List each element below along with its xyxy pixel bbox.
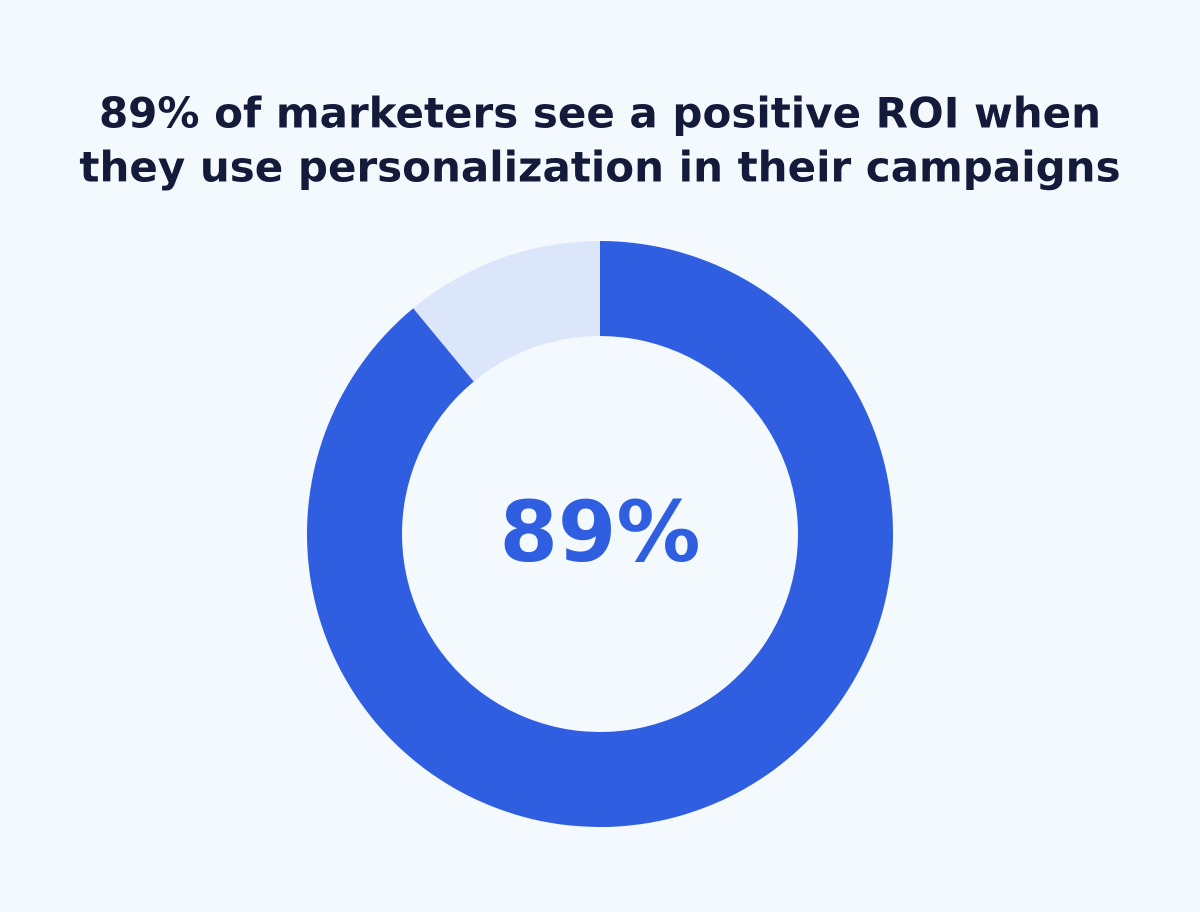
chart-title: they use personalization in their campai… — [79, 143, 1120, 192]
chart-title: 89% of marketers see a positive ROI when — [99, 89, 1101, 138]
donut-segment — [413, 241, 600, 382]
center-label: 89% — [499, 483, 700, 581]
donut-segment — [306, 241, 893, 828]
